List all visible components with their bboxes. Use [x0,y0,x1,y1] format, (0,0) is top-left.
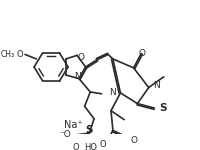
Text: HO: HO [84,143,97,150]
Text: S: S [159,103,167,113]
Text: Na⁺: Na⁺ [64,120,83,130]
Text: O: O [99,140,106,149]
Text: O: O [77,53,84,62]
Text: O: O [73,143,79,150]
Text: CH₃: CH₃ [1,50,15,59]
Text: O: O [139,49,146,58]
Text: O: O [131,136,138,145]
Text: N: N [109,88,116,97]
Text: S: S [86,125,93,135]
Text: N: N [74,72,80,81]
Text: O: O [17,50,23,59]
Text: N: N [153,81,160,90]
Text: ⁻O: ⁻O [60,130,71,139]
